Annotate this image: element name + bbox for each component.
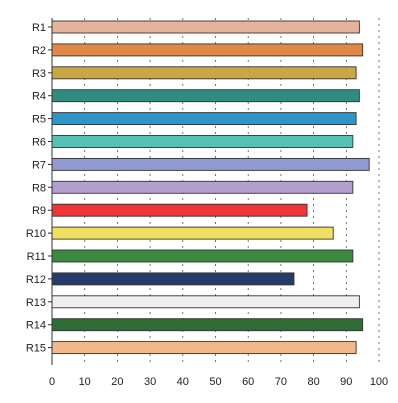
category-label-r10: R10 bbox=[26, 228, 46, 240]
x-tick-label-50: 50 bbox=[209, 376, 221, 388]
bar-r3 bbox=[51, 66, 357, 80]
category-label-r5: R5 bbox=[32, 114, 46, 126]
x-tick-label-70: 70 bbox=[275, 376, 287, 388]
x-tick-label-90: 90 bbox=[340, 376, 352, 388]
category-label-r13: R13 bbox=[26, 297, 46, 309]
bar-r14 bbox=[51, 318, 364, 332]
x-tick-label-60: 60 bbox=[242, 376, 254, 388]
category-labels: R1 R2 R3 R4 R5 R6 R7 R8 R9 R10 R11 R12 R13 R14 R15 bbox=[26, 22, 52, 355]
bar-r4 bbox=[51, 89, 360, 103]
category-label-r14: R14 bbox=[26, 320, 46, 332]
x-tick-label-80: 80 bbox=[307, 376, 319, 388]
category-label-r9: R9 bbox=[32, 205, 46, 217]
x-tick-label-10: 10 bbox=[79, 376, 91, 388]
category-label-r4: R4 bbox=[32, 91, 46, 103]
category-label-r8: R8 bbox=[32, 182, 46, 194]
bar-r9 bbox=[51, 203, 308, 217]
bar-r2 bbox=[51, 43, 364, 57]
bar-r15 bbox=[51, 341, 357, 355]
bar-r11 bbox=[51, 249, 354, 263]
x-tick-label-20: 20 bbox=[111, 376, 123, 388]
category-label-r1: R1 bbox=[32, 22, 46, 34]
category-label-r7: R7 bbox=[32, 159, 46, 171]
x-tick-label-0: 0 bbox=[49, 376, 55, 388]
category-label-r6: R6 bbox=[32, 137, 46, 149]
x-tick-label-100: 100 bbox=[370, 376, 388, 388]
bar-r6 bbox=[51, 135, 354, 148]
bar-r8 bbox=[51, 180, 354, 194]
category-label-r2: R2 bbox=[32, 45, 46, 57]
category-label-r12: R12 bbox=[26, 274, 46, 286]
x-tick-label-40: 40 bbox=[177, 376, 189, 388]
bar-r5 bbox=[51, 112, 357, 126]
bar-r10 bbox=[51, 226, 334, 240]
bar-r1 bbox=[51, 20, 360, 34]
category-label-r11: R11 bbox=[27, 251, 46, 263]
category-label-r3: R3 bbox=[32, 68, 46, 80]
bar-r12 bbox=[51, 272, 295, 286]
x-tick-label-30: 30 bbox=[144, 376, 156, 388]
x-tick-labels: 0 10 20 30 40 50 60 70 80 90 100 bbox=[49, 376, 388, 388]
category-label-r15: R15 bbox=[26, 343, 46, 355]
bar-r7 bbox=[51, 157, 370, 171]
bar-r13 bbox=[51, 295, 360, 309]
bars bbox=[51, 20, 370, 355]
